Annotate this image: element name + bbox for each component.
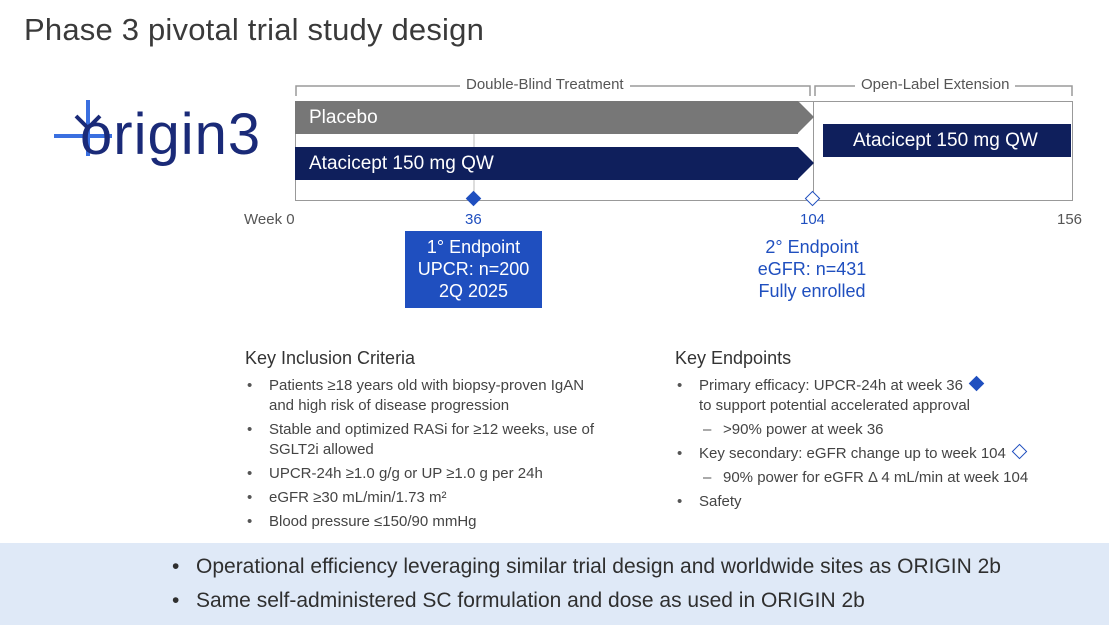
secondary-endpoint-status: Fully enrolled [758, 281, 866, 301]
arm-bar-placebo: Placebo [295, 101, 798, 134]
list-item: Safety [675, 492, 1095, 512]
week-label-104: 104 [800, 211, 826, 228]
key-secondary-text: Key secondary: eGFR change up to week 10… [699, 445, 1006, 462]
list-item: Primary efficacy: UPCR-24h at week 36 to… [675, 375, 1095, 416]
primary-efficacy-text: Primary efficacy: UPCR-24h at week 36 [699, 377, 963, 394]
week-label-156: 156 [1057, 211, 1083, 228]
list-item: >90% power at week 36 [675, 420, 1095, 440]
list-item: Patients ≥18 years old with biopsy-prove… [245, 376, 595, 416]
outline-diamond-icon [1011, 443, 1028, 460]
arm-bar-atacicept: Atacicept 150 mg QW [295, 147, 798, 180]
primary-endpoint-n: UPCR: n=200 [417, 259, 530, 279]
list-item: eGFR ≥30 mL/min/1.73 m² [245, 488, 595, 508]
list-item: Key secondary: eGFR change up to week 10… [675, 443, 1095, 464]
list-item: Operational efficiency leveraging simila… [170, 552, 1001, 586]
logo-wordmark: origin3 [80, 102, 262, 167]
week-label-0: Week 0 [244, 211, 295, 228]
origin3-logo: origin3 [50, 98, 290, 184]
phase-label-double-blind: Double-Blind Treatment [460, 76, 630, 93]
list-item: 90% power for eGFR Δ 4 mL/min at week 10… [675, 468, 1095, 488]
summary-list: Operational efficiency leveraging simila… [170, 552, 1001, 620]
primary-endpoint-title: 1° Endpoint [426, 237, 521, 257]
primary-efficacy-cont: to support potential accelerated approva… [699, 397, 971, 414]
phase-label-open-label: Open-Label Extension [855, 76, 1016, 93]
secondary-endpoint-title: 2° Endpoint [765, 237, 859, 257]
list-item: Stable and optimized RASi for ≥12 weeks,… [245, 420, 595, 460]
inclusion-heading: Key Inclusion Criteria [245, 348, 416, 368]
arm-arrow-placebo [798, 101, 814, 133]
secondary-endpoint-n: eGFR: n=431 [757, 259, 867, 279]
primary-endpoint-date: 2Q 2025 [438, 281, 509, 301]
origin-cross-mark-icon [54, 100, 112, 156]
arm-bar-extension: Atacicept 150 mg QW [823, 124, 1071, 157]
secondary-endpoint-text: 2° Endpoint eGFR: n=431 Fully enrolled [740, 236, 884, 302]
filled-diamond-icon [968, 375, 985, 392]
endpoints-heading: Key Endpoints [675, 348, 792, 368]
list-item: UPCR-24h ≥1.0 g/g or UP ≥1.0 g per 24h [245, 464, 595, 484]
list-item: Same self-administered SC formulation an… [170, 586, 1001, 620]
primary-endpoint-box: 1° Endpoint UPCR: n=200 2Q 2025 [405, 231, 542, 308]
arm-arrow-atacicept [798, 147, 814, 179]
page-title: Phase 3 pivotal trial study design [24, 12, 485, 47]
week-label-36: 36 [465, 211, 482, 228]
inclusion-list: Patients ≥18 years old with biopsy-prove… [245, 376, 595, 536]
list-item: Blood pressure ≤150/90 mmHg [245, 512, 595, 532]
endpoints-list: Primary efficacy: UPCR-24h at week 36 to… [675, 375, 1095, 516]
